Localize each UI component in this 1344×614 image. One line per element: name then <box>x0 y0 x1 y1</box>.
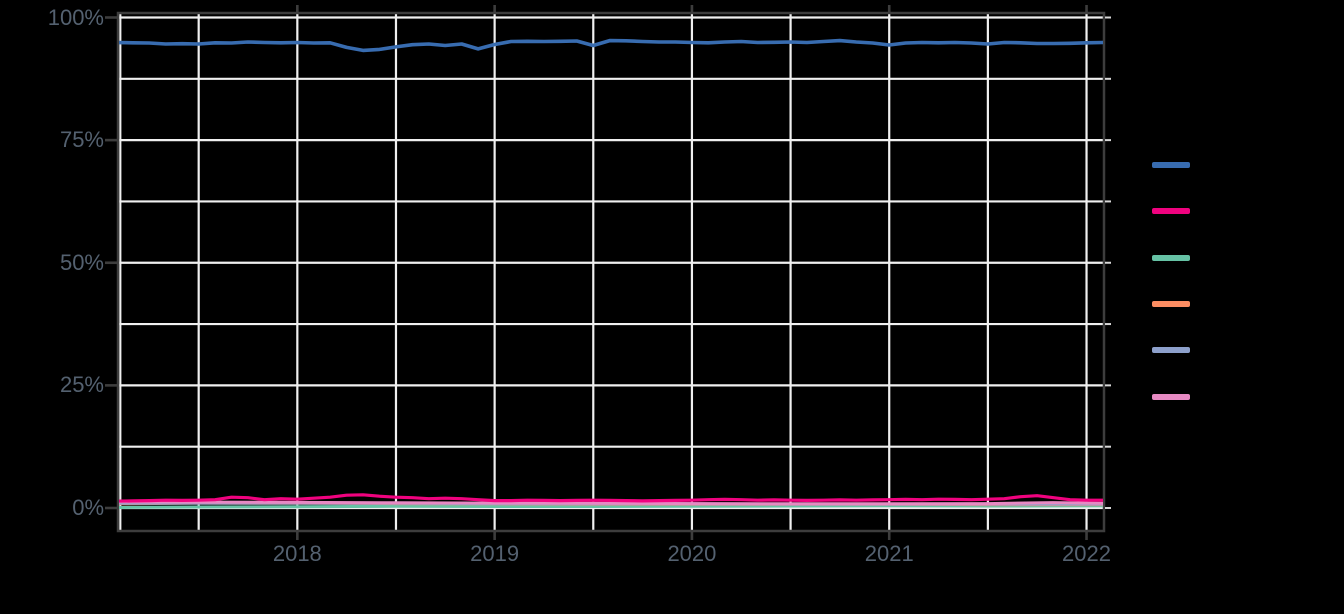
legend-item <box>1152 161 1198 168</box>
legend-item <box>1152 300 1198 307</box>
series-line-series-green <box>119 504 1103 509</box>
legend-swatch <box>1152 300 1190 307</box>
legend-item <box>1152 208 1198 214</box>
plot-border <box>116 11 1106 533</box>
x-axis-tick-label: 2019 <box>470 541 520 566</box>
x-axis-tick-label: 2022 <box>1062 541 1111 566</box>
series-line-series-magenta <box>119 493 1103 503</box>
series-line-series-orchid <box>119 500 1103 506</box>
x-axis-tick-label: 2018 <box>272 541 322 566</box>
legend-swatch <box>1152 161 1190 168</box>
series-line-series-blue <box>119 38 1103 53</box>
y-axis-tick-label: 75% <box>59 127 104 153</box>
legend-item <box>1152 393 1198 400</box>
legend-item <box>1152 254 1198 261</box>
legend-swatch <box>1152 347 1190 353</box>
x-axis-tick-label: 2021 <box>864 541 914 566</box>
legend-swatch <box>1152 393 1190 400</box>
y-axis-tick-label: 0% <box>72 495 104 520</box>
legend-item <box>1152 347 1198 353</box>
legend-swatch <box>1152 208 1190 214</box>
y-axis-tick-label: 50% <box>59 249 104 275</box>
y-axis-tick-label: 25% <box>59 372 104 398</box>
y-axis-tick-label: 100% <box>47 4 104 30</box>
x-axis-tick-label: 2020 <box>667 541 717 566</box>
legend-swatch <box>1152 254 1190 261</box>
